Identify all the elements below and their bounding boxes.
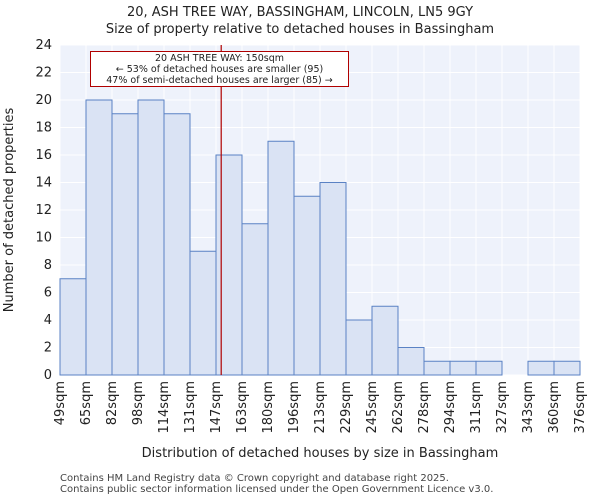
bar: [137, 99, 165, 376]
bar: [241, 223, 269, 376]
bar: [423, 360, 451, 376]
x-tick-label: 49sqm: [53, 381, 68, 425]
bar: [215, 154, 243, 376]
footer-line-2: Contains public sector information licen…: [60, 484, 494, 495]
x-tick-label: 98sqm: [131, 381, 146, 425]
y-tick-label: 0: [44, 368, 52, 383]
x-tick-label: 327sqm: [495, 381, 510, 434]
y-tick-label: 12: [35, 203, 52, 218]
x-tick-label: 311sqm: [469, 381, 484, 434]
bar: [267, 140, 295, 376]
annotation-box: 20 ASH TREE WAY: 150sqm ← 53% of detache…: [90, 51, 349, 87]
y-tick-label: 8: [44, 258, 52, 273]
bar: [527, 360, 555, 376]
x-tick-label: 278sqm: [417, 381, 432, 434]
bar: [319, 182, 347, 376]
annotation-line-3: 47% of semi-detached houses are larger (…: [106, 75, 333, 86]
annotation-line-1: 20 ASH TREE WAY: 150sqm: [155, 53, 284, 64]
y-tick-label: 18: [35, 121, 52, 136]
chart-subtitle: Size of property relative to detached ho…: [105, 22, 495, 37]
chart-title: 20, ASH TREE WAY, BASSINGHAM, LINCOLN, L…: [126, 5, 474, 20]
y-tick-label: 16: [35, 148, 52, 163]
x-tick-label: 82sqm: [105, 381, 120, 425]
y-tick-label: 2: [44, 341, 52, 356]
x-tick-label: 147sqm: [209, 381, 224, 434]
x-tick-label: 229sqm: [339, 381, 354, 434]
bar: [449, 360, 477, 376]
x-tick-label: 245sqm: [365, 381, 380, 434]
bar: [111, 113, 139, 376]
bar: [553, 360, 581, 376]
bar: [475, 360, 503, 376]
x-tick-label: 163sqm: [235, 381, 250, 434]
bar: [371, 305, 399, 376]
bar: [163, 113, 191, 376]
annotation-line-2: ← 53% of detached houses are smaller (95…: [115, 64, 324, 75]
x-axis-label: Distribution of detached houses by size …: [142, 446, 499, 461]
y-tick-label: 10: [35, 231, 52, 246]
x-tick-label: 180sqm: [261, 381, 276, 434]
y-axis-label: Number of detached properties: [2, 108, 17, 313]
x-tick-label: 376sqm: [573, 381, 588, 434]
x-tick-label: 114sqm: [157, 381, 172, 434]
footer-line-1: Contains HM Land Registry data © Crown c…: [60, 473, 449, 484]
bar: [85, 99, 113, 376]
bar: [59, 278, 87, 376]
y-tick-label: 4: [44, 313, 52, 328]
y-tick-label: 24: [35, 38, 52, 53]
x-tick-label: 360sqm: [547, 381, 562, 434]
x-tick-label: 213sqm: [313, 381, 328, 434]
y-tick-label: 20: [35, 93, 52, 108]
x-tick-label: 65sqm: [79, 381, 94, 425]
bar: [397, 347, 425, 376]
bar: [293, 195, 321, 376]
y-tick-label: 6: [44, 286, 52, 301]
x-tick-label: 131sqm: [183, 381, 198, 434]
bar: [345, 319, 373, 376]
x-tick-label: 262sqm: [391, 381, 406, 434]
x-tick-label: 343sqm: [521, 381, 536, 434]
y-tick-label: 22: [35, 66, 52, 81]
y-tick-label: 14: [35, 176, 52, 191]
bar: [189, 250, 217, 376]
x-tick-label: 196sqm: [287, 381, 302, 434]
x-tick-label: 294sqm: [443, 381, 458, 434]
